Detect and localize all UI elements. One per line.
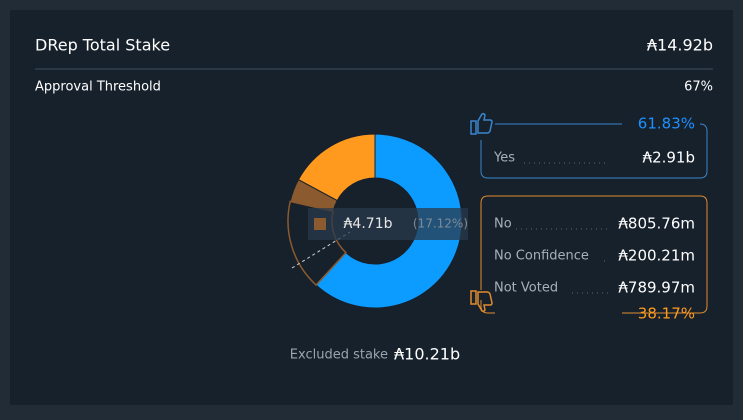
vote-name: No Confidence xyxy=(494,249,589,264)
vote-name: Not Voted xyxy=(494,281,558,296)
vote-amount: ₳200.21m xyxy=(618,247,695,265)
total-stake: ₳14.92b xyxy=(647,36,713,55)
vote-amount: ₳805.76m xyxy=(618,215,695,233)
card xyxy=(10,10,733,405)
donut xyxy=(287,133,463,309)
vote-amount: ₳789.97m xyxy=(618,279,695,297)
tooltip-swatch xyxy=(314,218,326,230)
vote-amount: ₳2.91b xyxy=(643,149,695,167)
tooltip-percent: (17.12%) xyxy=(413,217,468,231)
donut-segment xyxy=(297,133,376,202)
no-percent: 38.17% xyxy=(638,305,695,323)
threshold-label: Approval Threshold xyxy=(35,80,161,95)
vote-groups: 61.83% Yes ₳2.91b 38.17% No ₳805.76m No Confid… xyxy=(470,112,708,323)
yes-percent: 61.83% xyxy=(638,115,695,133)
threshold-value: 67% xyxy=(684,80,713,95)
donut-segment xyxy=(287,200,347,287)
title: DRep Total Stake xyxy=(35,36,170,55)
excluded-value: ₳10.21b xyxy=(394,345,460,364)
vote-name: Yes xyxy=(493,151,515,166)
yes-box xyxy=(480,123,708,179)
excluded-label: Excluded stake xyxy=(290,348,388,363)
tooltip xyxy=(308,208,468,240)
vote-name: No xyxy=(494,217,512,232)
thumbs-down-icon xyxy=(470,290,493,313)
center-label: ₳4.71b xyxy=(344,216,393,232)
thumbs-up-icon xyxy=(470,112,493,135)
